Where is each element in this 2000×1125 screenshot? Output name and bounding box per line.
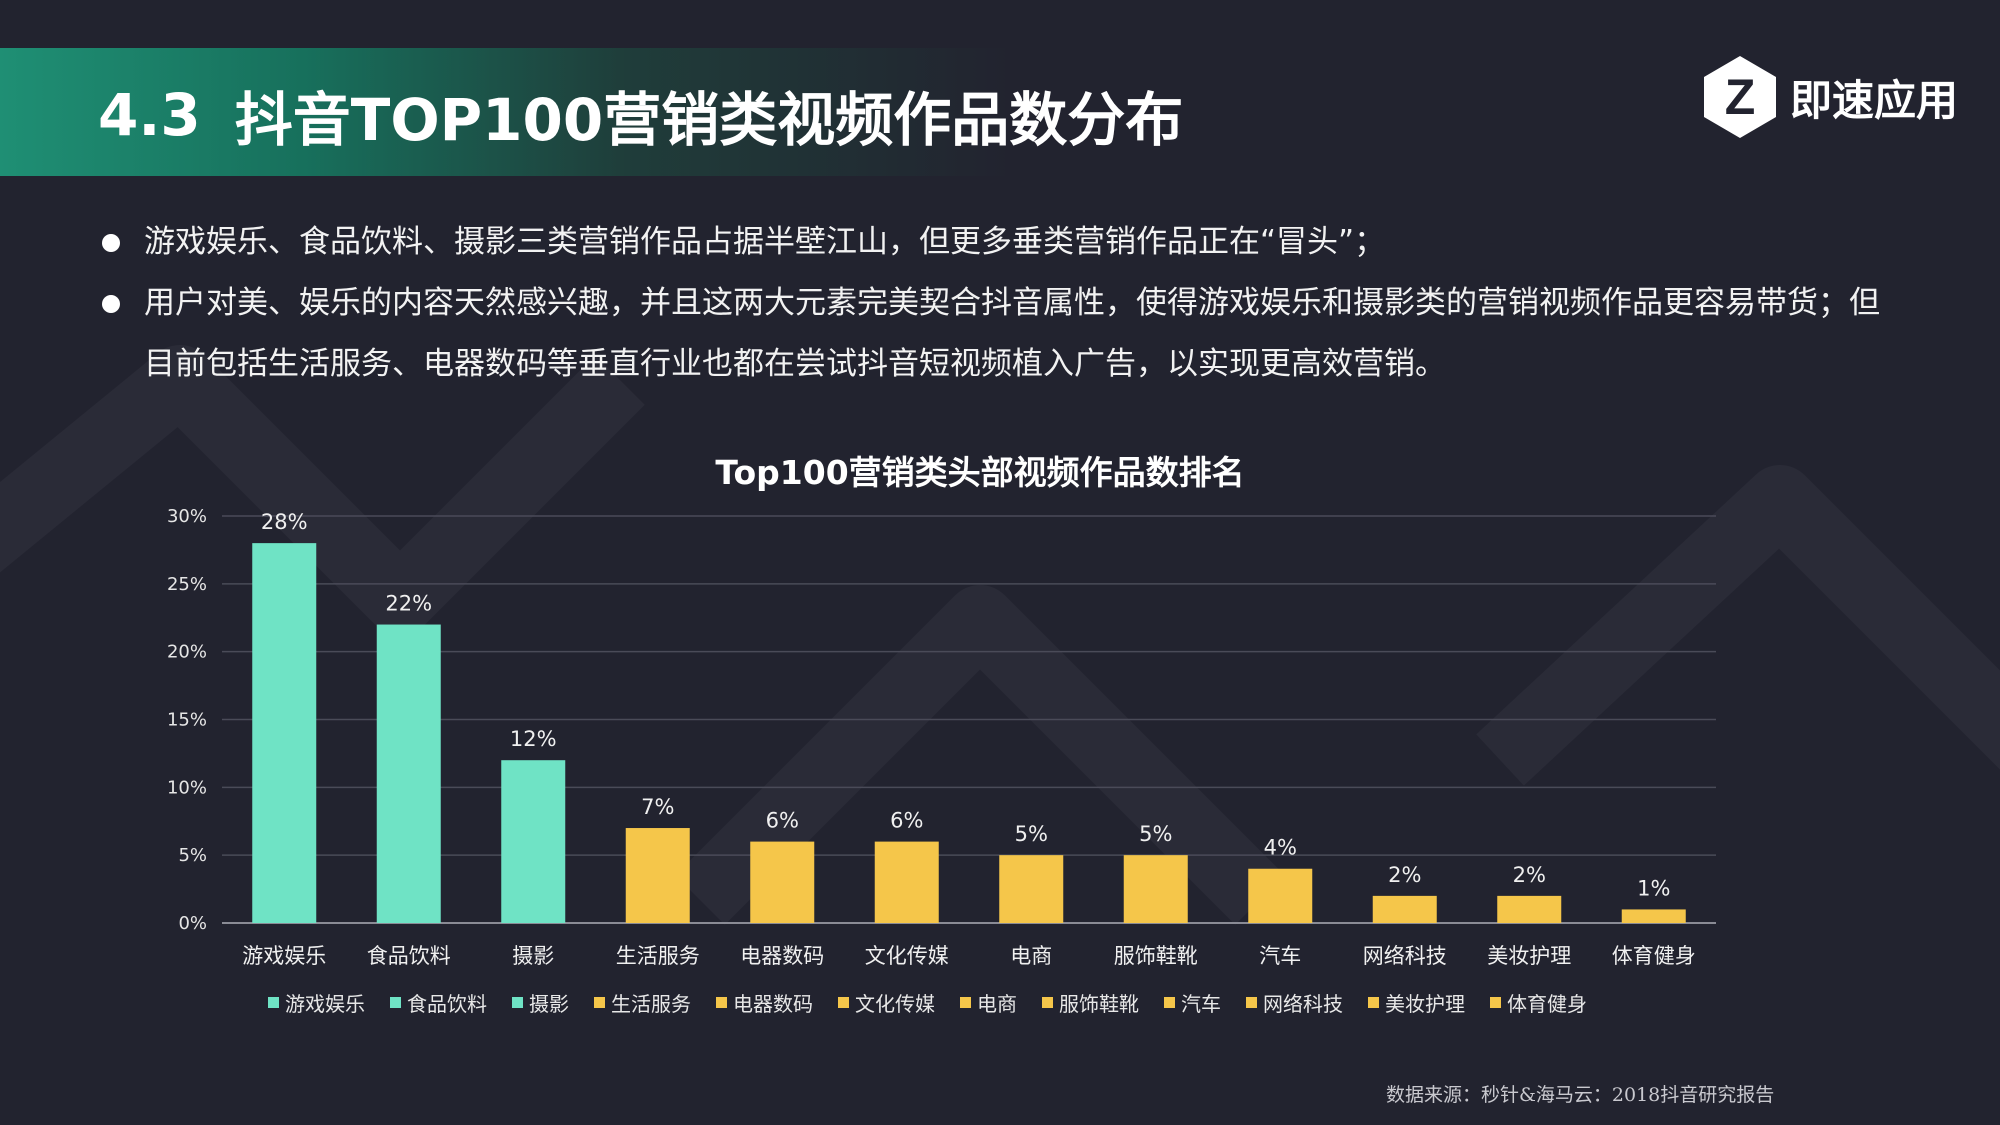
bar <box>252 543 317 923</box>
legend-item: 网络科技 <box>1246 988 1343 1017</box>
bar <box>1123 855 1188 923</box>
x-tick-label: 美妆护理 <box>1487 944 1571 968</box>
bullet-item: 用户对美、娱乐的内容天然感兴趣，并且这两大元素完美契合抖音属性，使得游戏娱乐和摄… <box>98 273 1898 395</box>
data-label: 6% <box>766 809 799 833</box>
x-tick-label: 生活服务 <box>616 944 700 968</box>
legend-item: 文化传媒 <box>838 988 935 1017</box>
legend-swatch <box>716 997 727 1008</box>
legend-item: 汽车 <box>1164 988 1221 1017</box>
x-tick-label: 文化传媒 <box>865 944 949 968</box>
y-tick-label: 5% <box>178 845 207 866</box>
section-number: 4.3 <box>98 81 201 149</box>
x-tick-label: 摄影 <box>512 944 554 968</box>
legend-label: 食品饮料 <box>407 992 487 1016</box>
legend-label: 美妆护理 <box>1385 992 1465 1016</box>
x-tick-label: 服饰鞋靴 <box>1114 944 1198 968</box>
legend-swatch <box>838 997 849 1008</box>
legend-label: 游戏娱乐 <box>285 992 365 1016</box>
bar <box>874 841 939 923</box>
x-tick-label: 游戏娱乐 <box>242 944 326 968</box>
x-tick-label: 食品饮料 <box>367 944 451 968</box>
legend-swatch <box>1246 997 1257 1008</box>
legend-label: 电商 <box>977 992 1017 1016</box>
data-label: 1% <box>1637 876 1670 900</box>
data-label: 4% <box>1264 836 1297 860</box>
legend-swatch <box>1490 997 1501 1008</box>
bullet-text: 用户对美、娱乐的内容天然感兴趣，并且这两大元素完美契合抖音属性，使得游戏娱乐和摄… <box>144 285 1880 382</box>
bullet-dot-icon <box>102 234 120 252</box>
bar <box>999 855 1064 923</box>
y-tick-label: 20% <box>167 642 207 663</box>
legend-label: 摄影 <box>529 992 569 1016</box>
data-label: 2% <box>1388 863 1421 887</box>
legend-item: 生活服务 <box>594 988 691 1017</box>
x-tick-label: 汽车 <box>1259 944 1301 968</box>
bar <box>376 624 441 923</box>
chart-title: Top100营销类头部视频作品数排名 <box>715 453 1245 492</box>
brand-logo-letter: Z <box>1725 69 1756 125</box>
y-tick-label: 10% <box>167 777 207 798</box>
legend-item: 摄影 <box>512 988 569 1017</box>
legend-swatch <box>1164 997 1175 1008</box>
brand-hexagon-icon: Z <box>1704 56 1776 138</box>
data-label: 12% <box>510 727 557 751</box>
source-note: 数据来源：秒针&海马云：2018抖音研究报告 <box>1386 1084 1775 1106</box>
chart-legend: 游戏娱乐 食品饮料 摄影 生活服务 电器数码 文化传媒 电商 服饰鞋靴 汽车 网络科技 美妆护理 体育… <box>268 988 1587 1017</box>
x-tick-label: 网络科技 <box>1363 944 1447 968</box>
bullet-item: 游戏娱乐、食品饮料、摄影三类营销作品占据半壁江山，但更多垂类营销作品正在“冒头”… <box>98 212 1898 273</box>
bullet-text: 游戏娱乐、食品饮料、摄影三类营销作品占据半壁江山，但更多垂类营销作品正在“冒头”… <box>144 224 1386 260</box>
bullet-list: 游戏娱乐、食品饮料、摄影三类营销作品占据半壁江山，但更多垂类营销作品正在“冒头”… <box>98 212 1898 395</box>
legend-item: 电商 <box>960 988 1017 1017</box>
legend-label: 汽车 <box>1181 992 1221 1016</box>
x-tick-label: 体育健身 <box>1612 944 1696 968</box>
bar <box>750 841 815 923</box>
page-title: 4.3 抖音TOP100营销类视频作品数分布 <box>98 70 1183 160</box>
legend-swatch <box>390 997 401 1008</box>
legend-swatch <box>1368 997 1379 1008</box>
y-tick-label: 15% <box>167 710 207 731</box>
legend-swatch <box>268 997 279 1008</box>
legend-label: 生活服务 <box>611 992 691 1016</box>
bar <box>1621 909 1686 923</box>
legend-item: 体育健身 <box>1490 988 1587 1017</box>
legend-label: 网络科技 <box>1263 992 1343 1016</box>
brand-logo: Z 即速应用 <box>1700 54 1958 140</box>
legend-label: 电器数码 <box>733 992 813 1016</box>
title-text: 抖音TOP100营销类视频作品数分布 <box>234 86 1184 154</box>
bar <box>1497 895 1562 923</box>
data-label: 2% <box>1513 863 1546 887</box>
bar <box>1372 895 1437 923</box>
legend-swatch <box>960 997 971 1008</box>
x-tick-label: 电商 <box>1010 944 1052 968</box>
data-label: 7% <box>641 795 674 819</box>
legend-item: 服饰鞋靴 <box>1042 988 1139 1017</box>
x-tick-label: 电器数码 <box>740 944 824 968</box>
legend-item: 电器数码 <box>716 988 813 1017</box>
y-tick-label: 30% <box>167 506 207 527</box>
title-band <box>0 48 1010 176</box>
legend-label: 体育健身 <box>1507 992 1587 1016</box>
bar <box>501 760 566 923</box>
bar <box>1248 868 1313 923</box>
bullet-dot-icon <box>102 295 120 313</box>
legend-swatch <box>1042 997 1053 1008</box>
data-label: 22% <box>385 592 432 616</box>
legend-swatch <box>594 997 605 1008</box>
y-tick-label: 25% <box>167 574 207 595</box>
data-label: 6% <box>890 809 923 833</box>
legend-label: 文化传媒 <box>855 992 935 1016</box>
legend-item: 食品饮料 <box>390 988 487 1017</box>
data-label: 5% <box>1015 822 1048 846</box>
legend-label: 服饰鞋靴 <box>1059 992 1139 1016</box>
data-label: 28% <box>261 510 308 534</box>
brand-name: 即速应用 <box>1790 75 1959 125</box>
legend-item: 游戏娱乐 <box>268 988 365 1017</box>
data-label: 5% <box>1139 822 1172 846</box>
legend-item: 美妆护理 <box>1368 988 1465 1017</box>
legend-swatch <box>512 997 523 1008</box>
y-tick-label: 0% <box>178 913 207 934</box>
bar <box>625 828 690 923</box>
